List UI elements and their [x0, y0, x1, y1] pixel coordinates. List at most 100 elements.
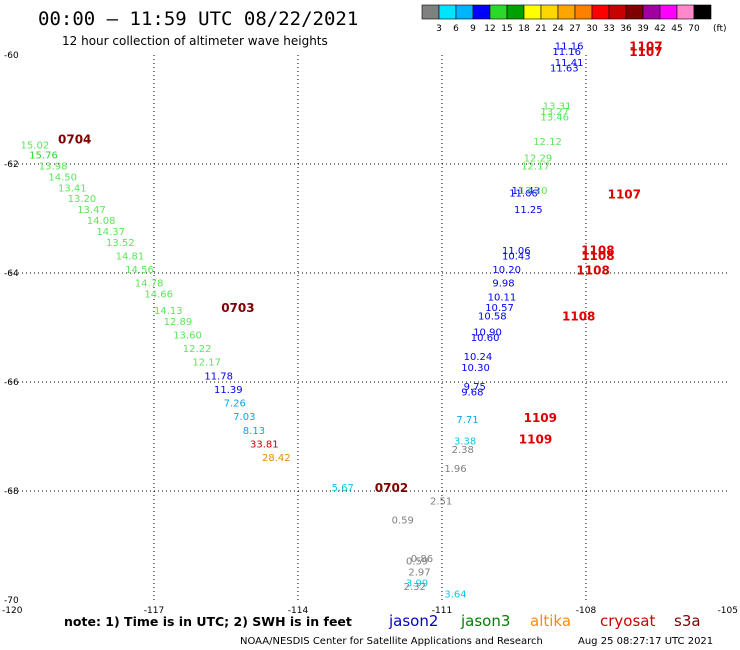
colorbar-swatch — [523, 4, 542, 20]
wave-height-label: 10.60 — [471, 333, 500, 344]
x-axis-ticks: -120 -117 -114 -111 -108 -105 — [2, 606, 738, 616]
satellite-legend-cryosat: cryosat — [600, 612, 655, 630]
colorbar-label: 45 — [671, 24, 682, 34]
wave-height-label: 2.38 — [452, 445, 474, 456]
satellite-legend-jason2: jason2 — [388, 612, 438, 630]
wave-height-label: 14.66 — [144, 290, 173, 301]
wave-height-label: 10.43 — [502, 251, 531, 262]
chart-title: 00:00 – 11:59 UTC 08/22/2021 — [38, 8, 358, 30]
colorbar-swatch — [591, 4, 610, 20]
wave-height-label: 15.02 — [21, 141, 50, 152]
wave-height-label: 10.30 — [461, 363, 490, 374]
credit-text: NOAA/NESDIS Center for Satellite Applica… — [240, 636, 543, 647]
colorbar-label: 21 — [535, 24, 546, 34]
colorbar-swatch — [421, 4, 440, 20]
pass-time-label: 1107 — [629, 40, 662, 54]
chart-subtitle: 12 hour collection of altimeter wave hei… — [62, 34, 328, 48]
wave-height-label: 10.90 — [473, 328, 502, 339]
colorbar-swatch — [676, 4, 695, 20]
wave-height-label: 7.71 — [456, 415, 478, 426]
pass-time-label: 1108 — [581, 243, 614, 257]
wave-height-label: 3.64 — [444, 589, 466, 600]
pass-time-label: 1108 — [576, 264, 609, 278]
colorbar-label: 27 — [569, 24, 580, 34]
colorbar-label: 12 — [484, 24, 495, 34]
colorbar-swatch — [642, 4, 661, 20]
wave-height-label: 8.13 — [243, 426, 265, 437]
wave-height-label: 11.66 — [509, 189, 538, 200]
colorbar-swatch — [455, 4, 474, 20]
colorbar-swatch — [625, 4, 644, 20]
wave-height-label: 13.27 — [540, 107, 569, 118]
wave-height-label: 11.16 — [552, 47, 581, 58]
colorbar-label: 36 — [620, 24, 632, 34]
pass-time-label: 1108 — [562, 309, 595, 323]
wave-height-label: 0.59 — [392, 516, 414, 527]
wave-height-label: 14.81 — [116, 251, 145, 262]
wave-height-label: 14.08 — [87, 216, 116, 227]
wave-height-label: 10.24 — [464, 352, 493, 363]
x-tick-label: -120 — [2, 606, 23, 616]
wave-height-label: 11.43 — [512, 186, 541, 197]
wave-height-points: 15.0215.7613.9814.5013.4113.2013.4714.08… — [21, 42, 584, 601]
colorbar-label: 15 — [501, 24, 512, 34]
wave-height-label: 2.97 — [408, 567, 430, 578]
wave-height-label: 12.12 — [533, 137, 562, 148]
colorbar-label: 3 — [436, 24, 442, 34]
wave-height-label: 11.41 — [555, 58, 584, 69]
wave-height-label: 3.38 — [454, 437, 476, 448]
wave-height-label: 28.42 — [262, 453, 291, 464]
wave-height-label: 12.89 — [164, 317, 193, 328]
y-tick-label: -64 — [4, 269, 19, 279]
pass-time-labels: 0704070307021107110711071108110811081108… — [58, 40, 663, 495]
wave-height-label: 13.47 — [77, 205, 106, 216]
y-tick-label: -60 — [4, 51, 19, 61]
satellite-legend-jason3: jason3 — [460, 612, 510, 630]
pass-time-label: 1109 — [524, 411, 557, 425]
pass-time-label: 0704 — [58, 132, 91, 146]
wave-height-label: 12.29 — [524, 153, 553, 164]
satellite-legend-s3a: s3a — [674, 612, 701, 630]
wave-height-label: 13.31 — [543, 102, 572, 113]
colorbar-swatch — [693, 4, 712, 20]
wave-height-label: 11.78 — [204, 371, 233, 382]
pass-time-label: 0703 — [221, 301, 254, 315]
wave-height-label: 11.25 — [514, 205, 543, 216]
x-tick-label: -114 — [288, 606, 309, 616]
wave-height-label: 7.26 — [224, 399, 246, 410]
y-tick-label: -70 — [4, 596, 19, 606]
y-axis-ticks: -60 -62 -64 -66 -68 -70 — [4, 51, 19, 606]
wave-height-label: 9.98 — [492, 279, 514, 290]
satellite-legend-altika: altika — [530, 612, 571, 630]
wave-height-label: 12.17 — [521, 161, 550, 172]
y-tick-label: -62 — [4, 160, 19, 170]
colorbar-unit: (ft) — [713, 24, 727, 34]
footer-note: note: 1) Time is in UTC; 2) SWH is in fe… — [64, 614, 352, 629]
y-tick-label: -68 — [4, 487, 19, 497]
wave-height-label: 12.22 — [183, 344, 212, 355]
timestamp-text: Aug 25 08:27:17 UTC 2021 — [578, 636, 713, 647]
wave-height-label: 2.51 — [430, 497, 452, 508]
colorbar-label: 33 — [603, 24, 614, 34]
wave-height-label: 14.56 — [125, 265, 154, 276]
wave-height-label: 11.16 — [555, 42, 584, 53]
wave-height-label: 13.52 — [106, 238, 135, 249]
wave-height-label: 10.58 — [478, 311, 507, 322]
grid-lines — [10, 55, 730, 600]
wave-height-label: 14.50 — [48, 172, 77, 183]
wave-height-label: 0.59 — [406, 557, 428, 568]
wave-height-label: 9.68 — [461, 388, 483, 399]
pass-time-label: 0702 — [375, 481, 408, 495]
wave-height-label: 9.75 — [464, 382, 486, 393]
wave-height-label: 33.81 — [250, 439, 279, 450]
wave-height-label: 12.17 — [192, 358, 221, 369]
colorbar-label: 30 — [586, 24, 598, 34]
wave-height-label: 0.86 — [411, 554, 433, 565]
pass-time-label: 1107 — [608, 187, 641, 201]
colorbar-label: 9 — [470, 24, 476, 34]
colorbar-swatch — [489, 4, 508, 20]
colorbar-label: 39 — [637, 24, 649, 34]
colorbar-swatch — [540, 4, 559, 20]
colorbar-label: 6 — [453, 24, 459, 34]
colorbar-swatch — [574, 4, 593, 20]
